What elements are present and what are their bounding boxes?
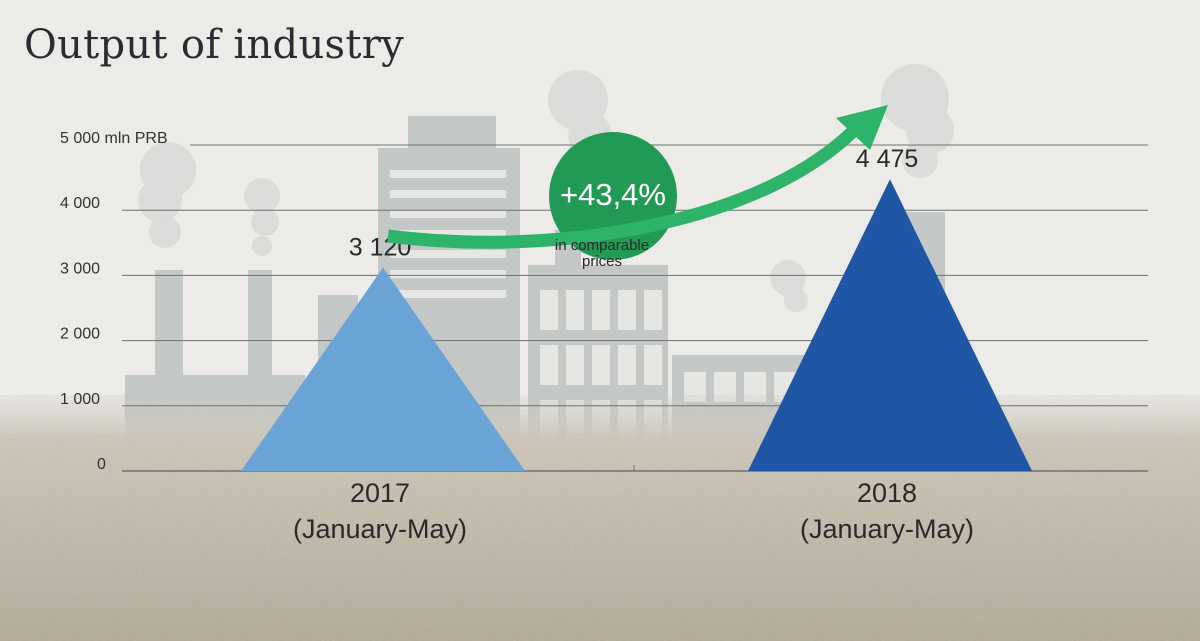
y-tick-label: 2 000 — [60, 326, 100, 343]
y-tick-label: 1 000 — [60, 391, 100, 408]
y-tick-label: 3 000 — [60, 260, 100, 277]
y-tick-label: 0 — [97, 456, 106, 473]
y-tick-label: 5 000 mln PRB — [60, 130, 168, 147]
growth-note-line1: in comparable — [555, 237, 649, 254]
bar-triangle — [748, 179, 1032, 472]
chart-title: Output of industry — [24, 22, 405, 68]
x-category-label: 2018 — [857, 478, 917, 508]
x-category-label: 2017 — [350, 478, 410, 508]
x-category-sublabel: (January-May) — [800, 514, 974, 544]
growth-percent: +43,4% — [560, 177, 666, 212]
growth-note-line2: prices — [582, 253, 622, 270]
x-category-sublabel: (January-May) — [293, 514, 467, 544]
y-tick-label: 4 000 — [60, 195, 100, 212]
bar-triangle — [241, 267, 525, 471]
data-label: 4 475 — [856, 145, 919, 173]
growth-arrow — [387, 117, 867, 249]
growth-arrow-head — [836, 105, 888, 150]
